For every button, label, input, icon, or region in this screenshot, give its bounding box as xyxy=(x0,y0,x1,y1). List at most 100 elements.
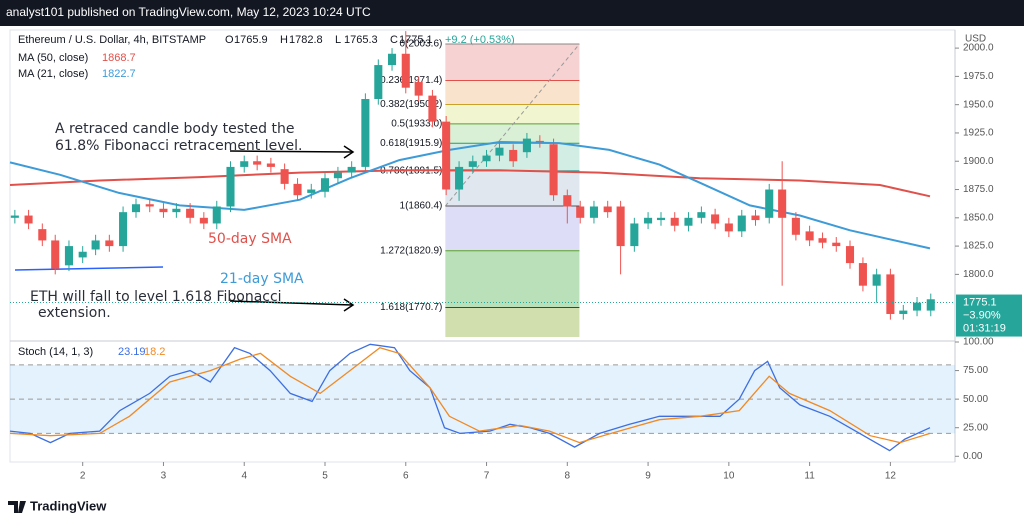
annotations: A retraced candle body tested the 61.8% … xyxy=(14,121,355,321)
candle-body xyxy=(266,163,275,167)
candle-body xyxy=(280,169,289,184)
candle-body xyxy=(442,121,451,190)
arrow xyxy=(229,300,353,306)
stoch-line xyxy=(9,343,931,452)
candle-body xyxy=(64,246,73,266)
candle-body xyxy=(105,240,114,247)
brand-logo xyxy=(8,501,26,513)
x-tick-label: 3 xyxy=(161,471,167,482)
y-tick-label: 75.00 xyxy=(963,365,988,376)
candle-body xyxy=(549,144,558,196)
candle-body xyxy=(778,189,787,218)
candle-body xyxy=(159,208,168,213)
stoch-k-value: 23.19 xyxy=(118,346,146,358)
candle-body xyxy=(509,149,518,162)
y-tick-label: 1800.0 xyxy=(963,269,994,280)
candle-body xyxy=(737,215,746,232)
y-tick-label: 1825.0 xyxy=(963,241,994,252)
candle-body xyxy=(751,215,760,221)
fib-band xyxy=(445,80,580,105)
candle-body xyxy=(697,212,706,218)
candle-body xyxy=(320,178,330,192)
candle-body xyxy=(616,206,625,247)
candle-body xyxy=(535,140,544,143)
stoch-title: Stoch (14, 1, 3) xyxy=(18,346,93,358)
candle-body xyxy=(576,206,585,218)
candle-body xyxy=(226,166,235,207)
candle-body xyxy=(38,229,47,241)
candle-body xyxy=(522,138,531,153)
annotation: A retraced candle body tested the xyxy=(55,121,294,137)
fib-band xyxy=(445,307,580,337)
annotation: 61.8% Fibonacci retracement level. xyxy=(55,138,303,154)
fib-label: 1(1860.4) xyxy=(400,201,443,212)
candle-body xyxy=(78,251,87,258)
y-tick-label: 50.00 xyxy=(963,394,988,405)
candle-body xyxy=(913,302,922,311)
price-change: −3.90% xyxy=(963,309,1001,321)
arrow-head xyxy=(343,298,355,312)
y-tick-label: 2000.0 xyxy=(963,43,994,54)
candle-body xyxy=(791,217,800,235)
ohlc-value: 1782.8 xyxy=(289,34,323,46)
fib-label: 0.236(1971.4) xyxy=(380,75,442,86)
stoch-d-value: 18.2 xyxy=(144,346,165,358)
brand: TradingView xyxy=(30,498,107,513)
candle-body xyxy=(119,212,128,247)
candle-body xyxy=(603,206,612,213)
y-tick-label: 1850.0 xyxy=(963,212,994,223)
x-tick-label: 12 xyxy=(885,471,897,482)
x-tick-label: 8 xyxy=(565,471,571,482)
candle-body xyxy=(455,166,464,190)
x-tick-label: 5 xyxy=(322,471,328,482)
candle-body xyxy=(24,215,33,224)
header-bar xyxy=(0,0,1024,26)
ohlc-value: 1765.9 xyxy=(234,34,268,46)
candle-body xyxy=(293,183,302,196)
fib-label: 1.272(1820.9) xyxy=(380,245,442,256)
candle-body xyxy=(388,53,397,66)
candle-body xyxy=(684,217,693,226)
fib-band xyxy=(445,206,580,251)
candle-body xyxy=(482,155,491,162)
fib-label: 0(2003.6) xyxy=(400,39,443,50)
candle-body xyxy=(131,204,141,213)
candle-body xyxy=(872,274,881,286)
y-tick-label: 1925.0 xyxy=(963,128,994,139)
candle-body xyxy=(199,217,208,224)
ohlc-value: 1775.1 xyxy=(399,34,433,46)
candle-body xyxy=(630,223,639,247)
candle-body xyxy=(468,161,477,167)
fib-band xyxy=(445,104,580,124)
ma50-label: MA (50, close) xyxy=(18,52,88,64)
footer: TradingView xyxy=(8,498,107,513)
candle-body xyxy=(253,161,262,165)
y-tick-label: 1950.0 xyxy=(963,99,994,110)
ohlc-key: H xyxy=(280,34,288,46)
ohlc-value: 1765.3 xyxy=(344,34,378,46)
candle-body xyxy=(765,189,774,218)
ma21-value: 1822.7 xyxy=(102,68,136,80)
fib-trend xyxy=(444,43,580,207)
candle-body xyxy=(926,299,935,311)
y-tick-label: 1900.0 xyxy=(963,156,994,167)
x-tick-label: 10 xyxy=(723,471,735,482)
candle-body xyxy=(347,166,356,173)
candle-body xyxy=(845,246,855,264)
price-label-box xyxy=(956,294,1022,337)
candle-body xyxy=(670,217,679,226)
y-tick-label: 100.00 xyxy=(963,337,994,348)
fib-label: 0.5(1933.0) xyxy=(391,119,442,130)
x-tick-label: 11 xyxy=(804,471,815,482)
x-tick-label: 2 xyxy=(80,471,86,482)
candle-body xyxy=(145,204,154,207)
fib-label: 0.618(1915.9) xyxy=(380,138,442,149)
ma21-label: MA (21, close) xyxy=(18,68,88,80)
annotation: 50-day SMA xyxy=(208,231,292,247)
x-tick-label: 9 xyxy=(645,471,651,482)
x-tick-label: 4 xyxy=(241,471,247,482)
ma-line xyxy=(9,140,931,250)
candle-body xyxy=(307,189,316,193)
price-label: 1775.1 xyxy=(963,296,997,308)
